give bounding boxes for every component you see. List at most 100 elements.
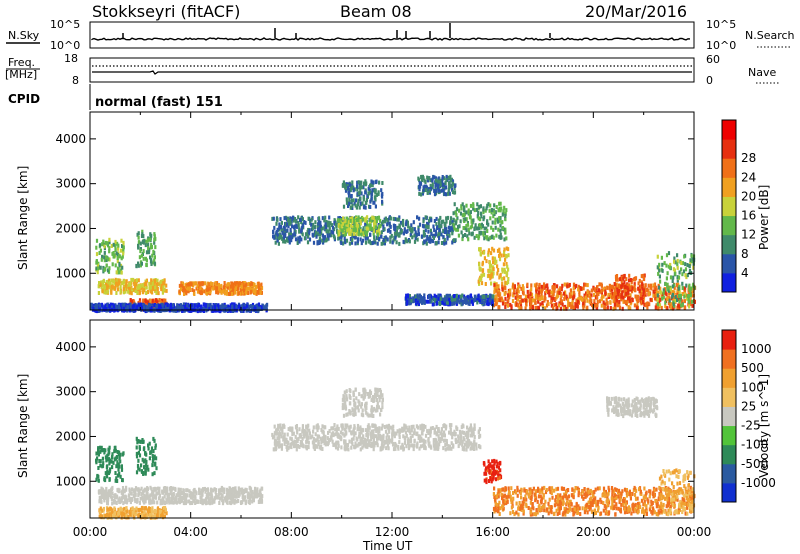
scatter-cell — [416, 215, 419, 220]
colorbar-swatch — [722, 196, 736, 217]
scatter-cell — [199, 286, 202, 291]
scatter-cell — [408, 301, 411, 306]
scatter-cell — [423, 178, 426, 183]
scatter-cell — [143, 465, 146, 470]
scatter-cell — [496, 264, 499, 269]
scatter-cell — [658, 268, 661, 273]
scatter-cell — [337, 218, 340, 223]
scatter-cell — [94, 308, 97, 313]
scatter-cell — [566, 304, 569, 309]
scatter-cell — [420, 192, 423, 197]
scatter-cell — [314, 220, 317, 225]
scatter-cell — [99, 459, 102, 464]
scatter-cell — [188, 493, 191, 498]
scatter-cell — [612, 299, 615, 304]
scatter-cell — [652, 293, 655, 298]
scatter-cell — [500, 206, 503, 211]
scatter-cell — [148, 286, 151, 291]
scatter-cell — [534, 305, 537, 310]
scatter-cell — [278, 232, 281, 237]
scatter-cell — [384, 238, 387, 243]
scatter-cell — [208, 492, 212, 497]
scatter-cell — [312, 240, 316, 245]
scatter-cell — [321, 226, 324, 231]
scatter-cell — [111, 491, 114, 496]
scatter-cell — [409, 301, 412, 306]
scatter-cell — [495, 282, 498, 287]
scatter-cell — [609, 300, 612, 305]
scatter-cell — [563, 297, 566, 301]
scatter-cell — [239, 291, 242, 296]
scatter-cell — [137, 261, 140, 266]
scatter-cell — [142, 249, 145, 254]
scatter-cell — [259, 492, 262, 497]
scatter-cell — [658, 301, 661, 306]
scatter-cell — [470, 219, 473, 224]
scatter-cell — [409, 227, 412, 232]
scatter-cell — [479, 231, 482, 236]
scatter-cell — [290, 238, 293, 243]
scatter-cell — [182, 488, 185, 493]
scatter-cell — [250, 494, 253, 499]
scatter-cell — [110, 284, 113, 289]
scatter-cell — [306, 232, 309, 236]
scatter-cell — [331, 225, 335, 230]
scatter-cell — [668, 288, 671, 293]
scatter-cell — [589, 296, 592, 300]
scatter-cell — [248, 485, 251, 490]
scatter-cell — [535, 289, 538, 294]
scatter-cell — [615, 274, 619, 278]
scatter-cell — [639, 284, 643, 289]
scatter-cell — [435, 222, 438, 227]
scatter-cell — [492, 260, 495, 265]
scatter-cell — [374, 204, 377, 209]
scatter-cell — [378, 231, 381, 236]
scatter-cell — [644, 303, 647, 308]
scatter-cell — [357, 180, 360, 185]
scatter-cell — [393, 231, 397, 236]
scatter-cell — [102, 461, 105, 466]
scatter-cell — [150, 306, 153, 311]
scatter-cell — [333, 235, 336, 240]
scatter-cell — [465, 210, 468, 215]
scatter-cell — [513, 285, 516, 290]
scatter-cell — [649, 285, 652, 290]
scatter-cell — [568, 292, 571, 297]
scatter-cell — [222, 285, 225, 290]
scatter-cell — [548, 291, 551, 296]
scatter-cell — [665, 292, 668, 297]
scatter-cell — [627, 296, 630, 301]
scatter-cell — [553, 285, 556, 290]
scatter-cell — [122, 495, 125, 499]
scatter-cell — [672, 302, 675, 307]
scatter-cell — [349, 223, 353, 228]
scatter-cell — [449, 227, 452, 232]
scatter-cell — [141, 305, 144, 310]
scatter-cell — [505, 262, 508, 266]
scatter-cell — [116, 241, 119, 246]
scatter-cell — [479, 211, 483, 216]
scatter-cell — [149, 485, 152, 490]
colorbar-swatch — [722, 158, 736, 178]
scatter-cell — [109, 302, 112, 307]
scatter-cell — [345, 238, 349, 243]
scatter-cell — [237, 291, 240, 296]
scatter-cell — [235, 499, 238, 504]
scatter-cell — [435, 188, 438, 193]
scatter-cell — [276, 227, 279, 232]
scatter-cell — [129, 500, 132, 505]
scatter-cell — [116, 259, 119, 264]
scatter-cell — [452, 217, 455, 222]
scatter-cell — [365, 232, 368, 237]
scatter-cell — [217, 286, 221, 291]
scatter-cell — [340, 241, 343, 245]
scatter-cell — [122, 286, 125, 291]
scatter-cell — [445, 174, 448, 179]
scatter-cell — [151, 290, 154, 295]
scatter-cell — [597, 292, 600, 296]
scatter-cell — [443, 221, 446, 226]
scatter-cell — [605, 301, 608, 306]
scatter-cell — [459, 219, 462, 224]
scatter-cell — [500, 253, 503, 258]
scatter-cell — [100, 500, 103, 505]
